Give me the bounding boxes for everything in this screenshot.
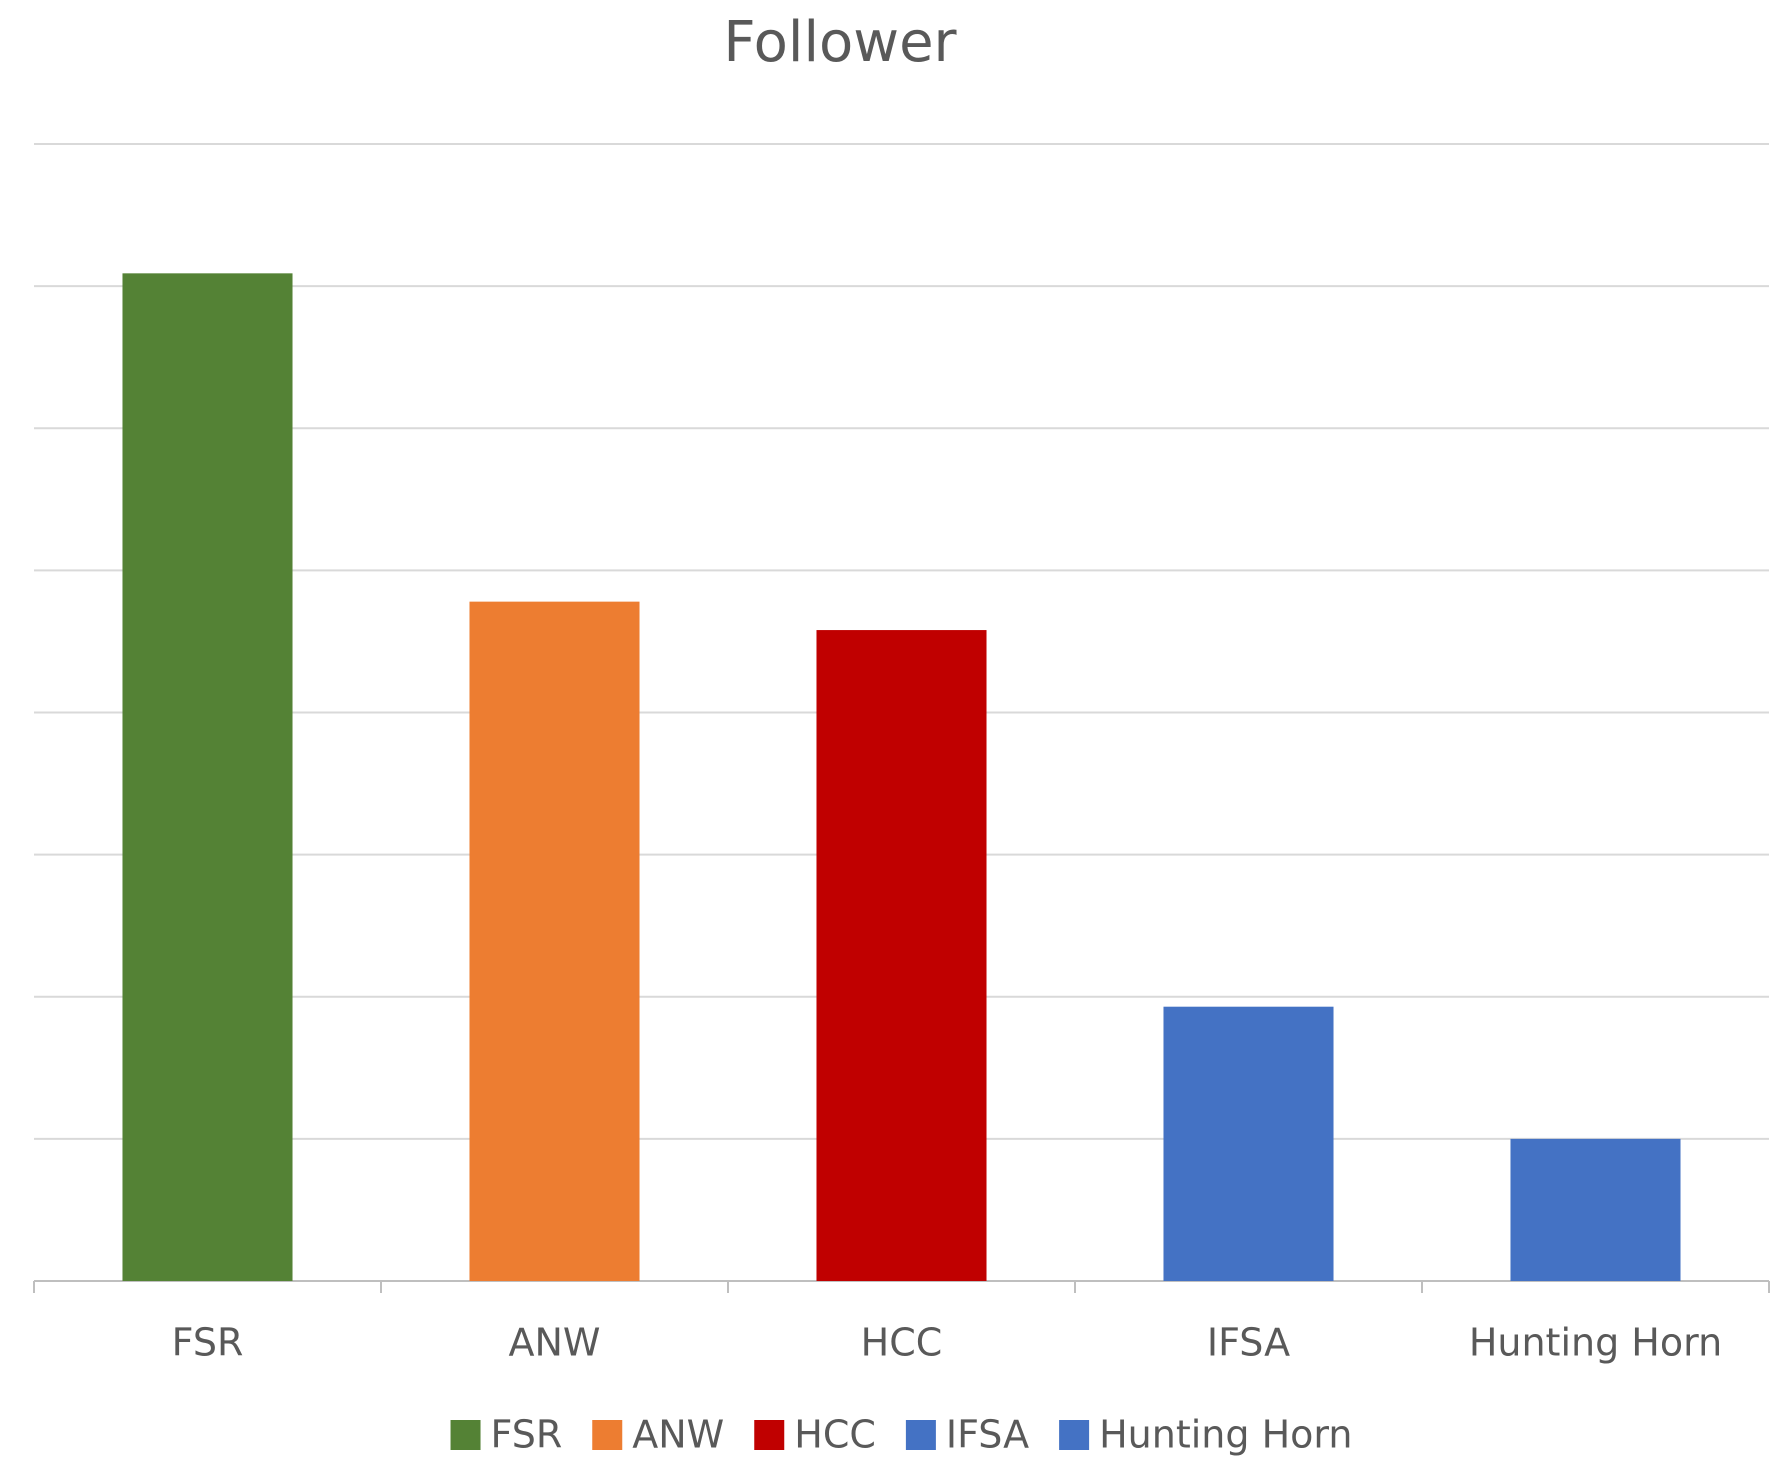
legend-swatch [450,1420,481,1450]
bar [122,273,293,1281]
bar [1510,1138,1681,1281]
legend-swatch [905,1420,936,1450]
legend-label: ANW [632,1413,724,1457]
legend-swatch [754,1420,785,1450]
legend-label: HCC [794,1413,876,1457]
x-tick-label: FSR [172,1321,244,1365]
bar [816,630,987,1281]
legend-label: Hunting Horn [1099,1413,1352,1457]
x-tick-label: Hunting Horn [1469,1321,1722,1365]
chart-title: Follower [723,10,957,75]
x-tick-label: ANW [509,1321,601,1365]
legend-label: IFSA [946,1413,1029,1457]
legend-swatch [1059,1420,1090,1450]
x-tick-label: IFSA [1207,1321,1290,1365]
x-tick-label: HCC [861,1321,943,1365]
legend-swatch [592,1420,623,1450]
bar [469,601,640,1281]
bar [1163,1006,1334,1281]
legend-label: FSR [491,1413,563,1457]
